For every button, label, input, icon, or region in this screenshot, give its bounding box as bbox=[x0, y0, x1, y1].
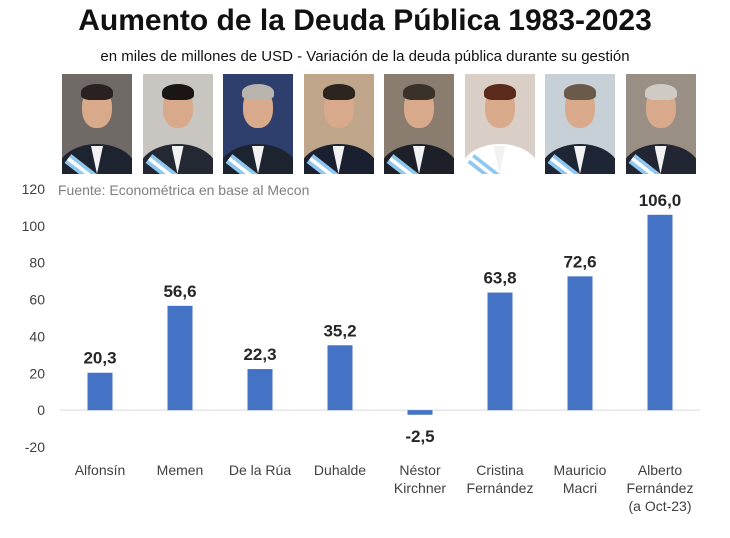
data-label: 22,3 bbox=[243, 345, 276, 364]
portrait-cristina-fernandez bbox=[464, 74, 535, 174]
category-label: De la Rúa bbox=[229, 462, 291, 478]
y-tick-label: 100 bbox=[22, 218, 46, 234]
category-label: Alfonsín bbox=[75, 462, 126, 478]
chart-title: Aumento de la Deuda Pública 1983-2023 bbox=[78, 4, 652, 37]
bar bbox=[167, 305, 193, 411]
category-label: Alberto Fernández (a Oct-23) bbox=[627, 462, 694, 514]
category-label: Néstor Kirchner bbox=[394, 462, 446, 496]
data-label: 56,6 bbox=[163, 282, 196, 301]
portrait-nestor-kirchner bbox=[384, 74, 454, 174]
bar bbox=[647, 214, 673, 411]
bar bbox=[247, 369, 273, 411]
data-label: 72,6 bbox=[563, 252, 596, 271]
portrait-duhalde bbox=[303, 74, 374, 174]
portrait-de-la-rua bbox=[223, 74, 293, 174]
bar bbox=[567, 276, 593, 411]
bar bbox=[407, 410, 433, 415]
portrait-alfonsin bbox=[62, 74, 132, 174]
y-tick-label: 40 bbox=[29, 328, 45, 344]
y-tick-label: 120 bbox=[22, 181, 46, 197]
y-tick-label: -20 bbox=[25, 439, 45, 455]
source-note: Fuente: Econométrica en base al Mecon bbox=[58, 182, 310, 198]
y-tick-label: 60 bbox=[29, 292, 45, 308]
category-label: Mauricio Macri bbox=[554, 462, 607, 496]
category-label: Cristina Fernández bbox=[467, 462, 534, 496]
portrait-alberto-fernandez bbox=[625, 74, 696, 174]
bar bbox=[87, 372, 113, 411]
data-label: -2,5 bbox=[405, 427, 434, 446]
y-tick-label: 20 bbox=[29, 365, 45, 381]
chart-subtitle: en miles de millones de USD - Variación … bbox=[100, 48, 630, 65]
data-label: 35,2 bbox=[323, 321, 356, 340]
portrait-strip bbox=[62, 74, 696, 174]
bar bbox=[327, 345, 353, 411]
bar bbox=[487, 292, 513, 411]
data-label: 63,8 bbox=[483, 269, 516, 288]
portrait-mauricio-macri bbox=[545, 74, 615, 174]
portrait-menem bbox=[142, 74, 213, 174]
category-label: Duhalde bbox=[314, 462, 366, 478]
data-label: 106,0 bbox=[639, 191, 682, 210]
y-tick-label: 80 bbox=[29, 255, 45, 271]
data-label: 20,3 bbox=[83, 349, 116, 368]
y-tick-label: 0 bbox=[37, 402, 45, 418]
category-label: Memen bbox=[157, 462, 204, 478]
